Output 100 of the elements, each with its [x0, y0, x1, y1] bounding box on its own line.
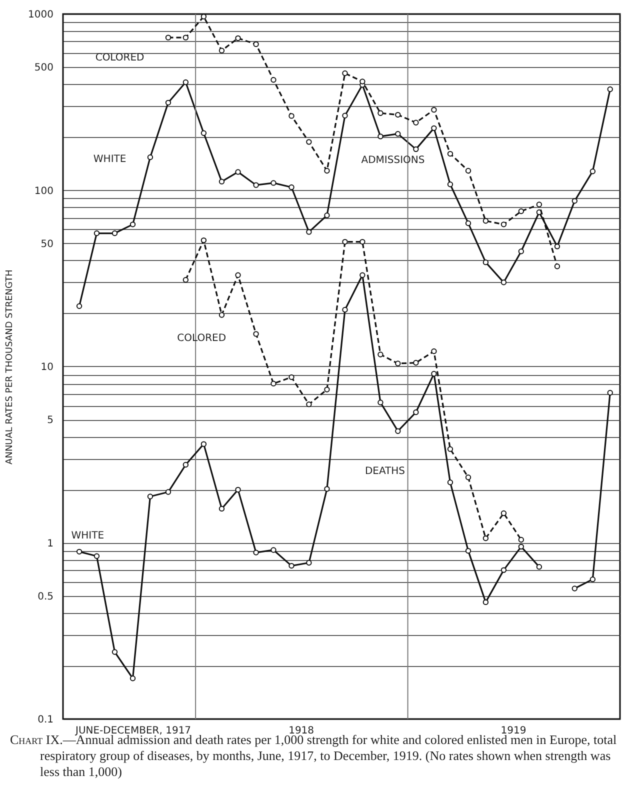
- point: [482, 535, 489, 542]
- point: [413, 360, 419, 366]
- point: [465, 220, 472, 226]
- point: [500, 280, 507, 286]
- point: [465, 474, 472, 480]
- point: [536, 564, 542, 570]
- point: [253, 550, 259, 556]
- point: [253, 41, 259, 48]
- point: [253, 182, 259, 188]
- y-tick-label: 10: [40, 362, 54, 373]
- point: [182, 277, 189, 283]
- point: [270, 180, 276, 186]
- point: [218, 48, 225, 54]
- point: [465, 548, 472, 554]
- point: [235, 486, 241, 493]
- point: [431, 348, 437, 354]
- point: [306, 401, 312, 408]
- point: [130, 222, 136, 228]
- annotation: DEATHS: [364, 466, 406, 477]
- point: [378, 134, 384, 140]
- point: [200, 237, 207, 244]
- point: [165, 34, 172, 40]
- point: [536, 202, 542, 208]
- point: [165, 489, 172, 495]
- point: [288, 562, 294, 569]
- point: [306, 229, 312, 235]
- text: WHITE: [93, 154, 126, 166]
- point: [395, 130, 401, 137]
- point: [518, 208, 524, 214]
- point: [342, 112, 348, 118]
- point: [200, 14, 207, 20]
- point: [306, 560, 312, 566]
- point: [413, 120, 419, 126]
- point: [395, 428, 401, 434]
- point: [360, 78, 366, 84]
- point: [76, 303, 82, 309]
- point: [431, 125, 437, 132]
- point: [94, 230, 100, 236]
- y-tick-label: 5: [47, 415, 54, 426]
- point: [360, 272, 366, 278]
- point: [200, 130, 207, 136]
- point: [112, 649, 118, 655]
- point: [518, 544, 524, 550]
- point: [288, 184, 294, 190]
- point: [235, 169, 241, 175]
- point: [182, 462, 189, 468]
- point: [94, 553, 100, 559]
- point: [235, 35, 241, 42]
- point: [360, 238, 366, 245]
- point: [590, 168, 596, 174]
- point: [518, 248, 524, 254]
- point: [147, 494, 154, 500]
- y-tick-label: 100: [34, 186, 54, 197]
- point: [342, 70, 348, 76]
- point: [182, 79, 189, 86]
- point: [112, 230, 118, 236]
- point: [378, 400, 384, 406]
- point: [270, 547, 276, 553]
- point: [607, 86, 613, 92]
- point: [500, 510, 507, 516]
- point: [500, 222, 507, 228]
- point: [218, 506, 225, 512]
- y-axis-title: ANNUAL RATES PER THOUSAND STRENGTH: [5, 270, 16, 464]
- point: [324, 212, 330, 218]
- point: [413, 146, 419, 152]
- y-tick-label: 500: [34, 62, 54, 74]
- point: [395, 360, 401, 366]
- point: [447, 182, 454, 188]
- point: [288, 374, 294, 380]
- x-tick-label: 1919: [500, 726, 526, 736]
- point: [482, 599, 489, 606]
- x-tick-label: 1918: [288, 726, 314, 736]
- y-tick-label: 50: [40, 238, 54, 250]
- text: COLORED: [95, 52, 145, 64]
- point: [482, 259, 489, 266]
- point: [76, 548, 82, 555]
- point: [447, 150, 454, 157]
- point: [431, 106, 437, 113]
- point: [554, 244, 560, 250]
- point: [218, 312, 225, 318]
- point: [200, 441, 207, 447]
- point: [378, 110, 384, 116]
- point: [165, 100, 172, 106]
- point: [447, 480, 454, 486]
- point: [130, 676, 136, 682]
- point: [324, 486, 330, 492]
- point: [342, 306, 348, 313]
- y-tick-label: 0.5: [38, 591, 54, 602]
- point: [324, 168, 330, 174]
- point: [518, 536, 524, 543]
- point: [465, 168, 472, 174]
- point: [288, 113, 294, 119]
- point: [590, 576, 596, 582]
- point: [395, 112, 401, 118]
- point: [447, 446, 454, 452]
- point: [342, 238, 348, 245]
- point: [482, 218, 489, 224]
- point: [431, 370, 437, 377]
- y-tick-label: 1000: [28, 10, 54, 20]
- point: [572, 198, 578, 204]
